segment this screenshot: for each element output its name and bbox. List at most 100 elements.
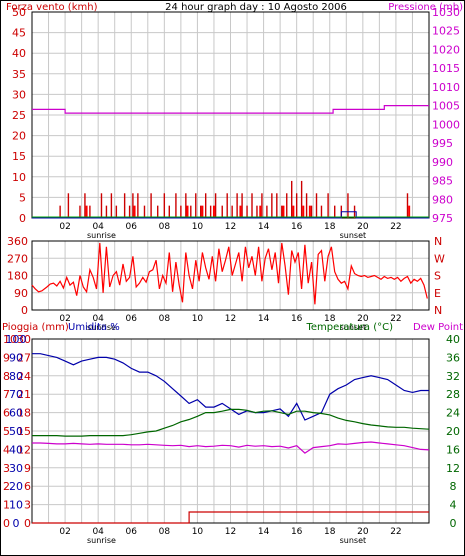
y-tick-label-wind: 5 (19, 191, 26, 204)
y-tick-label-direction: 270 (7, 252, 28, 265)
pressure-axis-title: Pressione (mb) (388, 2, 463, 13)
y-tick-label-wind: 20 (12, 130, 26, 143)
y-tick-label-wind: 15 (12, 150, 26, 163)
compass-letter: N (434, 235, 442, 248)
y-tick-label-rain-scale: 30 (17, 333, 31, 346)
x-marker-label: sunrise (87, 323, 116, 332)
x-tick-label: 14 (258, 314, 270, 324)
y-tick-label-rain-mm: 7 (3, 388, 10, 401)
y-tick-label-humidity: 40 (9, 443, 23, 456)
compass-letter: E (434, 287, 441, 300)
y-tick-label-pressure: 985 (432, 175, 453, 188)
dewpoint-axis-title: Dew Point (413, 322, 463, 333)
y-tick-label-wind: 30 (12, 88, 26, 101)
y-tick-label-humidity: 30 (9, 462, 23, 475)
wind-direction-chart: 02 04 06 08 10 12 14 16 18 20 22 sunrise sunset 0 90 18… (7, 235, 445, 332)
y-tick-label-wind: 45 (12, 27, 26, 40)
x-tick-label: 08 (159, 222, 171, 232)
y-tick-label-rain-scale: 12 (17, 443, 31, 456)
y-tick-label-pressure: 990 (432, 156, 453, 169)
rain-line (32, 511, 429, 524)
compass-letter: N (434, 304, 442, 317)
y-tick-label-pressure: 980 (432, 193, 453, 206)
y-tick-label-rain-scale: 9 (24, 462, 31, 475)
x-tick-label: 04 (92, 527, 104, 537)
y-tick-label-rain-scale: 15 (17, 425, 31, 438)
y-tick-label-rain-mm: 4 (3, 443, 10, 456)
x-tick-label: 16 (291, 314, 303, 324)
wind-pressure-chart: 02 04 06 08 10 12 14 16 18 20 22 sunrise sunset Forza… (6, 2, 463, 240)
y-tick-label-temperature: 20 (446, 425, 460, 438)
x-tick-label: 02 (59, 314, 70, 324)
y-tick-label-rain-mm: 8 (3, 370, 10, 383)
y-tick-label-rain-scale: 18 (17, 407, 31, 420)
x-tick-label: 20 (357, 222, 369, 232)
y-tick-label-pressure: 975 (432, 212, 453, 225)
direction-line (31, 242, 428, 305)
x-tick-label: 18 (324, 527, 336, 537)
y-tick-label-humidity: 100 (6, 333, 27, 346)
pressure-line (32, 105, 429, 114)
plot-frame (31, 240, 430, 311)
y-tick-label-rain-mm: 0 (3, 517, 10, 530)
y-tick-label-humidity: 50 (9, 425, 23, 438)
x-marker-label: sunrise (87, 536, 116, 545)
y-tick-label-temperature: 4 (450, 499, 457, 512)
y-tick-label-humidity: 60 (9, 407, 23, 420)
x-tick-label: 10 (192, 527, 204, 537)
x-tick-label: 12 (225, 314, 236, 324)
y-tick-label-direction: 360 (7, 235, 28, 248)
plot-frame (31, 338, 430, 524)
y-tick-label-temperature: 36 (446, 351, 460, 364)
y-tick-label-temperature: 24 (446, 407, 460, 420)
x-tick-label: 06 (126, 222, 138, 232)
temperature-line (32, 408, 430, 437)
y-tick-label-rain-mm: 3 (3, 462, 10, 475)
x-tick-label: 02 (59, 527, 70, 537)
y-tick-label-pressure: 1015 (432, 62, 460, 75)
x-tick-label: 16 (291, 222, 303, 232)
y-tick-label-wind: 0 (19, 212, 26, 225)
x-marker-label: sunset (340, 323, 367, 332)
y-tick-label-rain-mm: 10 (3, 333, 17, 346)
y-tick-label-rain-mm: 5 (3, 425, 10, 438)
y-tick-label-wind: 10 (12, 171, 26, 184)
x-marker-label: sunset (340, 231, 367, 240)
y-tick-label-pressure: 1020 (432, 43, 460, 56)
y-tick-label-humidity: 0 (13, 517, 20, 530)
y-tick-label-rain-mm: 1 (3, 499, 10, 512)
humidity-axis-title: Umidita % (68, 322, 120, 333)
x-tick-label: 08 (159, 314, 171, 324)
y-tick-label-pressure: 1010 (432, 81, 460, 94)
x-tick-label: 22 (390, 222, 401, 232)
y-tick-label-humidity: 90 (9, 351, 23, 364)
x-tick-label: 18 (324, 222, 336, 232)
y-tick-label-wind: 25 (12, 109, 26, 122)
temperature-axis-title: Temperatura (°C) (305, 322, 393, 333)
x-tick-label: 18 (324, 314, 336, 324)
x-tick-label: 12 (225, 527, 236, 537)
y-tick-label-humidity: 10 (9, 499, 23, 512)
y-tick-label-temperature: 0 (450, 517, 457, 530)
x-tick-label: 20 (357, 314, 369, 324)
x-tick-label: 14 (258, 527, 270, 537)
rain-axis-title: Pioggia (mm) (2, 322, 69, 333)
x-tick-label: 02 (59, 222, 70, 232)
x-tick-label: 04 (92, 222, 104, 232)
y-tick-label-direction: 90 (14, 287, 28, 300)
y-tick-label-temperature: 28 (446, 388, 460, 401)
y-tick-label-temperature: 16 (446, 443, 460, 456)
x-tick-label: 14 (258, 222, 270, 232)
wind-axis-title: Forza vento (kmh) (6, 2, 98, 13)
compass-letter: S (434, 270, 441, 283)
y-tick-label-rain-mm: 2 (3, 480, 10, 493)
y-tick-label-wind: 50 (12, 6, 26, 19)
x-tick-label: 22 (390, 314, 401, 324)
x-marker-label: sunset (340, 536, 367, 545)
y-tick-label-rain-scale: 21 (17, 388, 31, 401)
x-tick-label: 16 (291, 527, 303, 537)
y-tick-label-humidity: 80 (9, 370, 23, 383)
